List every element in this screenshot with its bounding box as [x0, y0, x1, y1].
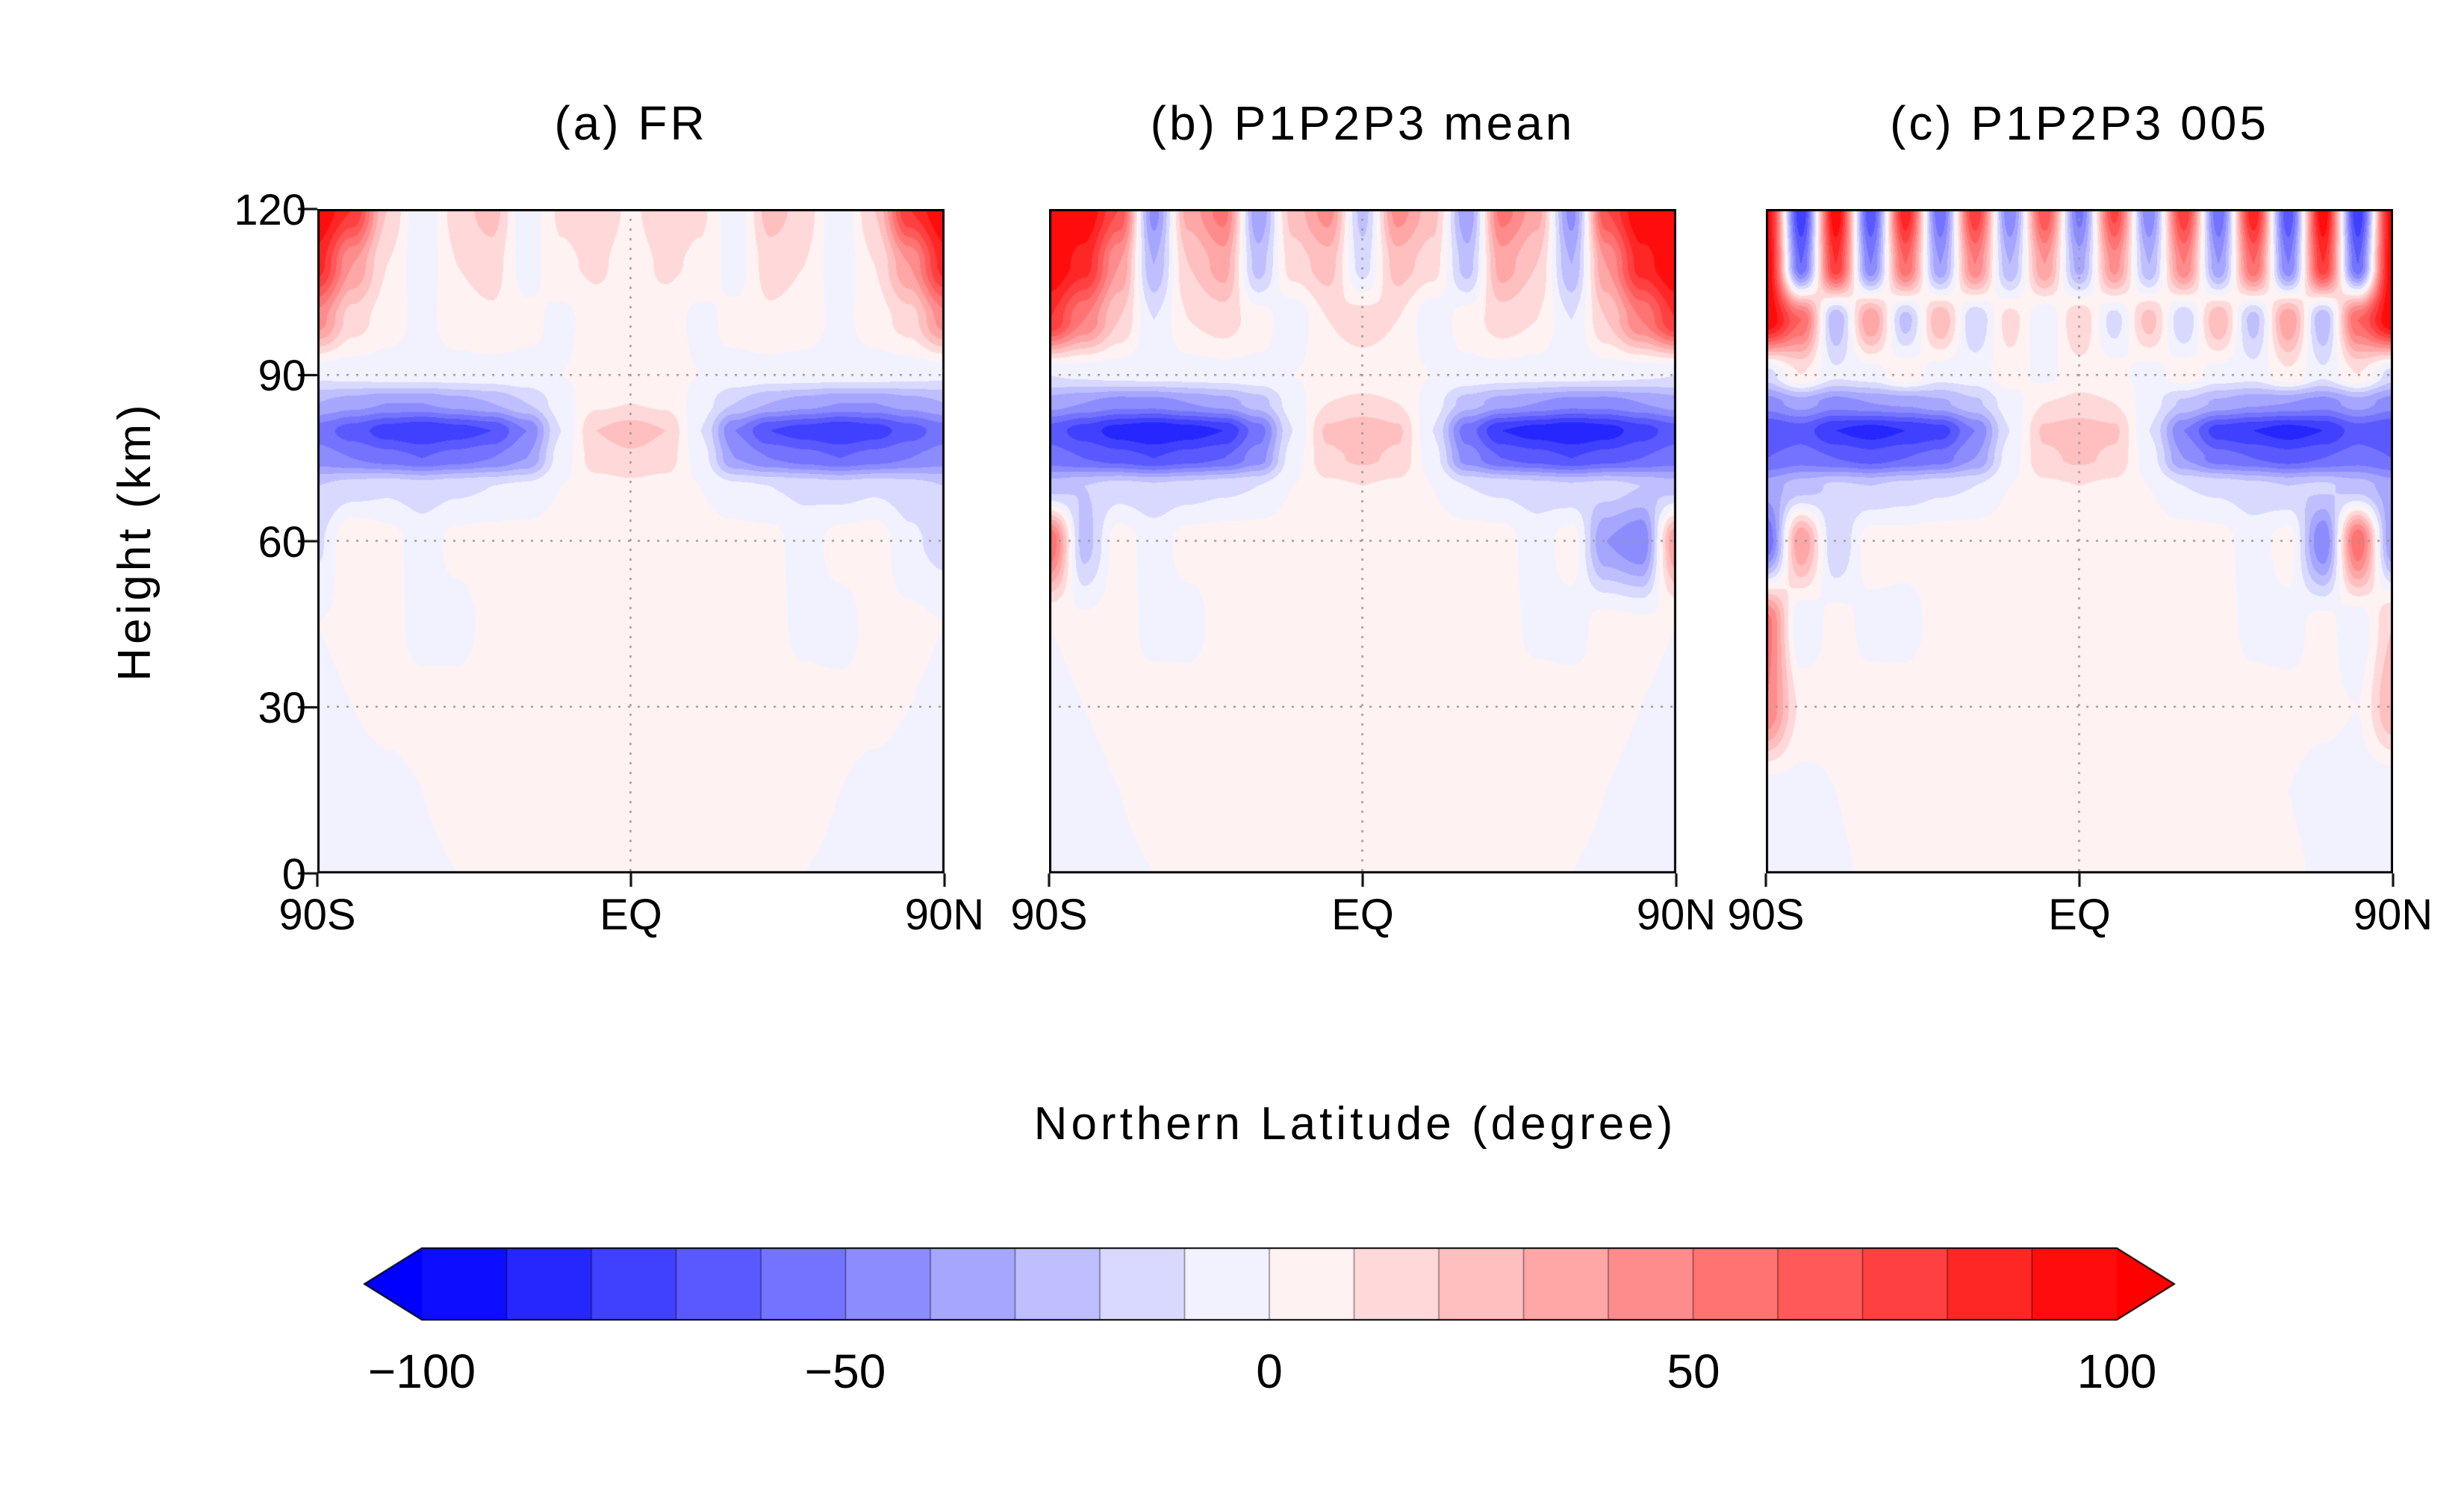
panel-c-heatmap [1766, 209, 2393, 873]
panel-b-heatmap [1049, 209, 1676, 873]
panel-b-xtick-90S: 90S [1010, 891, 1088, 939]
panel-c-title: (c) P1P2P3 005 [1890, 96, 2269, 150]
panel-a-heatmap [317, 209, 945, 873]
y-tick-30: 30 [258, 684, 306, 732]
y-tick-0: 0 [281, 850, 306, 899]
colorbar-tick-50: 50 [1667, 1344, 1720, 1398]
y-tick-60: 60 [258, 518, 306, 567]
panel-b-title: (b) P1P2P3 mean [1150, 96, 1575, 150]
panel-a-xtick-EQ: EQ [600, 891, 662, 939]
colorbar-tick-100: 100 [2076, 1344, 2157, 1398]
colorbar-tick-neg50: −50 [804, 1344, 886, 1398]
colorbar-tick-neg100: −100 [367, 1344, 476, 1398]
panel-c-xtick-EQ: EQ [2048, 891, 2111, 939]
panel-c-xtick-90N: 90N [2353, 891, 2433, 939]
panel-a-xtick-90N: 90N [904, 891, 985, 939]
panel-a-xtick-90S: 90S [279, 891, 356, 939]
panel-a-title: (a) FR [554, 96, 708, 150]
x-axis-label: Northern Latitude (degree) [1033, 1098, 1677, 1150]
panel-b-xtick-90N: 90N [1636, 891, 1717, 939]
colorbar [358, 1239, 2180, 1329]
y-tick-90: 90 [258, 352, 306, 400]
y-axis-label: Height (km) [109, 401, 161, 682]
colorbar-tick-0: 0 [1256, 1344, 1283, 1398]
panel-b-xtick-EQ: EQ [1331, 891, 1394, 939]
panel-c-xtick-90S: 90S [1727, 891, 1805, 939]
y-tick-120: 120 [234, 186, 306, 234]
